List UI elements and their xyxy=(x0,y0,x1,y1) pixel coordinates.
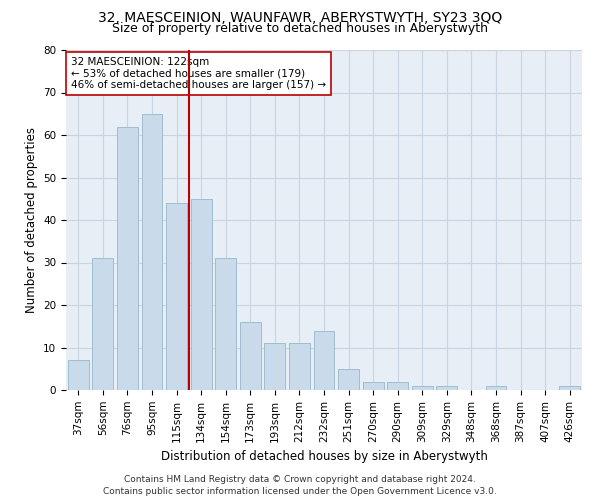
Bar xyxy=(412,386,433,390)
Bar xyxy=(240,322,261,390)
Bar xyxy=(142,114,163,390)
Bar xyxy=(166,203,187,390)
Bar xyxy=(215,258,236,390)
Bar xyxy=(387,382,408,390)
Text: Contains HM Land Registry data © Crown copyright and database right 2024.
Contai: Contains HM Land Registry data © Crown c… xyxy=(103,474,497,496)
Bar xyxy=(362,382,383,390)
Bar xyxy=(92,258,113,390)
Bar xyxy=(68,360,89,390)
Text: 32 MAESCEINION: 122sqm
← 53% of detached houses are smaller (179)
46% of semi-de: 32 MAESCEINION: 122sqm ← 53% of detached… xyxy=(71,57,326,90)
Bar xyxy=(191,198,212,390)
X-axis label: Distribution of detached houses by size in Aberystwyth: Distribution of detached houses by size … xyxy=(161,450,487,463)
Y-axis label: Number of detached properties: Number of detached properties xyxy=(25,127,38,313)
Text: 32, MAESCEINION, WAUNFAWR, ABERYSTWYTH, SY23 3QQ: 32, MAESCEINION, WAUNFAWR, ABERYSTWYTH, … xyxy=(98,11,502,25)
Bar xyxy=(559,386,580,390)
Bar xyxy=(314,330,334,390)
Bar xyxy=(338,369,359,390)
Text: Size of property relative to detached houses in Aberystwyth: Size of property relative to detached ho… xyxy=(112,22,488,35)
Bar xyxy=(265,343,286,390)
Bar xyxy=(485,386,506,390)
Bar xyxy=(436,386,457,390)
Bar xyxy=(289,343,310,390)
Bar xyxy=(117,126,138,390)
